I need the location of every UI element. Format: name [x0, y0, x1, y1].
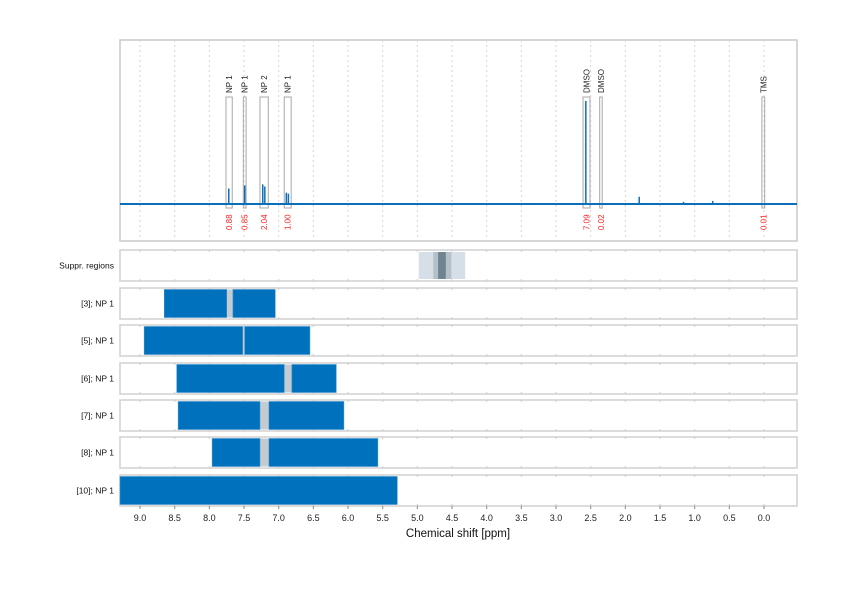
region-tracks: Suppr. regions [3]; NP 1 [5]; NP 1 [6]; NP …: [59, 249, 798, 507]
spectrum-panel: NP 1 0.88 NP 1 0.85 NP 2 2.04 NP 1 1.00 DMSO 7.09…: [119, 39, 798, 242]
x-tick-label: 6.5: [307, 513, 320, 523]
integration-region-box: [242, 96, 247, 209]
region-label: NP 1: [241, 75, 250, 93]
x-tick-label: 4.0: [480, 513, 493, 523]
x-axis: 9.0 8.5 8.0 7.5 7.0 6.5 6.0 5.5 5.0 4.5 4.0 3.5 3.0 2…: [134, 506, 770, 523]
assignment-bar: [268, 438, 379, 467]
assignment-bar: [268, 401, 345, 430]
x-tick-label: 0.0: [758, 513, 771, 523]
x-tick-label: 6.0: [342, 513, 355, 523]
assignment-bar: [291, 364, 337, 393]
x-tick-label: 5.5: [376, 513, 389, 523]
segment-gap: [259, 401, 269, 430]
assignment-bar: [244, 326, 311, 355]
x-tick-label: 8.0: [203, 513, 216, 523]
x-tick-label: 7.0: [272, 513, 285, 523]
segment-gap: [242, 326, 245, 355]
segment-gap: [226, 289, 233, 318]
integration-region-box: [582, 96, 591, 209]
assignment-bar: [143, 326, 243, 355]
integration-region-box: [761, 96, 766, 209]
assignment-track: [8]; NP 1: [81, 436, 798, 469]
assignment-bar: [119, 476, 398, 505]
region-label: NP 2: [260, 75, 269, 93]
integration-region-box: [259, 96, 269, 209]
region-label: TMS: [759, 76, 768, 93]
track-label: [10]; NP 1: [76, 486, 114, 496]
track-label: [8]; NP 1: [81, 448, 114, 458]
assignment-bar: [176, 364, 285, 393]
region-label: NP 1: [284, 75, 293, 93]
integral-value: 1.00: [284, 214, 293, 230]
integration-region-box: [225, 96, 233, 209]
integration-region-box: [599, 96, 603, 209]
assignment-bar: [211, 438, 261, 467]
region-label: DMSO: [597, 69, 606, 93]
track-label: [3]; NP 1: [81, 299, 114, 309]
x-tick-label: 7.5: [238, 513, 251, 523]
integration-region-box: [283, 96, 292, 209]
x-tick-label: 1.0: [688, 513, 701, 523]
assignment-track: [7]; NP 1: [81, 399, 798, 432]
integral-value: 0.85: [241, 214, 250, 230]
track-label: [6]; NP 1: [81, 374, 114, 384]
assignment-track: [10]; NP 1: [76, 474, 798, 507]
integral-value: 0.02: [597, 214, 606, 230]
track-label: [5]; NP 1: [81, 336, 114, 346]
assignment-bar: [163, 289, 227, 318]
x-tick-label: 2.5: [584, 513, 597, 523]
suppression-track: Suppr. regions: [59, 249, 798, 282]
x-tick-label: 3.0: [550, 513, 563, 523]
x-tick-label: 5.0: [411, 513, 424, 523]
x-tick-label: 8.5: [168, 513, 181, 523]
segment-gap: [259, 438, 269, 467]
assignment-bar: [177, 401, 261, 430]
assignment-track: [3]; NP 1: [81, 287, 798, 320]
x-tick-label: 4.5: [446, 513, 459, 523]
x-tick-label: 9.0: [134, 513, 147, 523]
integral-value: 0.88: [225, 214, 234, 230]
region-label: DMSO: [583, 69, 592, 93]
assignment-bar: [232, 289, 276, 318]
x-tick-label: 2.0: [619, 513, 632, 523]
spectrum-frame: [119, 39, 798, 242]
x-axis-label: Chemical shift [ppm]: [406, 528, 510, 540]
integral-value: 2.04: [260, 214, 269, 230]
assignment-track: [5]; NP 1: [81, 324, 798, 357]
x-tick-label: 0.5: [723, 513, 736, 523]
integral-value: 7.09: [583, 214, 592, 230]
x-tick-label: 3.5: [515, 513, 528, 523]
segment-gap: [284, 364, 292, 393]
assignment-track: [6]; NP 1: [81, 362, 798, 395]
track-label: Suppr. regions: [59, 261, 114, 271]
track-label: [7]; NP 1: [81, 411, 114, 421]
integral-value: 0.01: [759, 214, 768, 230]
suppression-band: [438, 252, 446, 279]
region-label: NP 1: [225, 75, 234, 93]
x-tick-label: 1.5: [654, 513, 667, 523]
